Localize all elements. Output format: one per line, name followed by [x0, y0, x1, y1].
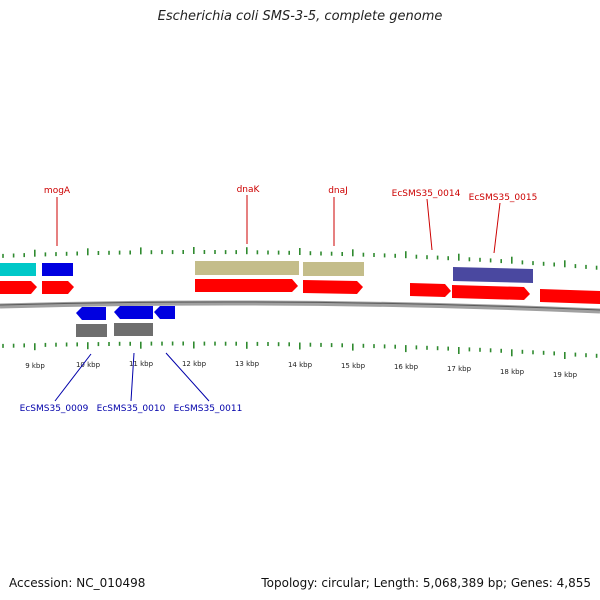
gene-label-EcSMS35_0009: EcSMS35_0009: [20, 404, 89, 414]
khaki-feature-dnaJ: [303, 262, 364, 276]
forward-gene-arrow: [540, 289, 600, 304]
kbp-label: 13 kbp: [235, 360, 260, 368]
genome-backbone: [0, 300, 600, 314]
leader-line: [54, 353, 92, 402]
blue-feature: [42, 263, 73, 276]
forward-gene-arrow: [452, 285, 530, 300]
bottom-gene-labels: EcSMS35_0009 EcSMS35_0010 EcSMS35_0011: [20, 352, 243, 414]
leader-line: [493, 202, 501, 254]
feature-track-upper: [0, 261, 533, 283]
gene-label-EcSMS35_0014: EcSMS35_0014: [392, 189, 461, 199]
kbp-label: 12 kbp: [182, 360, 207, 368]
kbp-label: 14 kbp: [288, 361, 313, 369]
top-gene-labels: mogA dnaK dnaJ EcSMS35_0014 EcSMS35_0015: [44, 185, 538, 254]
lower-tick-row: [2, 341, 598, 359]
forward-gene-arrow: [195, 279, 298, 292]
kbp-label: 9 kbp: [25, 362, 45, 370]
reverse-gene-arrow: [76, 307, 106, 320]
forward-gene-arrow: [42, 281, 74, 294]
gene-label-EcSMS35_0010: EcSMS35_0010: [97, 404, 166, 414]
gray-feature-track: [76, 323, 153, 337]
gray-feature: [114, 323, 153, 336]
gene-label-dnaK: dnaK: [237, 185, 261, 195]
kbp-label: 15 kbp: [341, 362, 366, 370]
genome-summary-text: Topology: circular; Length: 5,068,389 bp…: [261, 576, 591, 590]
accession-text: Accession: NC_010498: [9, 576, 146, 590]
gene-label-EcSMS35_0015: EcSMS35_0015: [469, 193, 538, 203]
kbp-label: 18 kbp: [500, 368, 525, 376]
upper-tick-row: [2, 247, 598, 270]
gene-label-dnaJ: dnaJ: [328, 186, 348, 196]
forward-gene-arrow: [410, 283, 451, 297]
khaki-feature-dnaK: [195, 261, 299, 275]
leader-line: [165, 352, 210, 402]
reverse-gene-arrow: [114, 306, 153, 319]
cyan-feature: [0, 263, 36, 276]
gene-label-mogA: mogA: [44, 186, 71, 196]
forward-gene-arrow: [0, 281, 37, 294]
kbp-label: 17 kbp: [447, 365, 472, 373]
genome-backbone-highlight: [0, 301, 600, 311]
kbp-label: 19 kbp: [553, 371, 578, 379]
kbp-label: 11 kbp: [129, 360, 154, 368]
leader-line: [426, 198, 433, 251]
kbp-label: 10 kbp: [76, 361, 101, 369]
forward-gene-arrow: [303, 280, 363, 294]
leader-line: [130, 352, 135, 402]
map-title: Escherichia coli SMS-3-5, complete genom…: [157, 9, 443, 24]
forward-gene-track: [0, 279, 600, 304]
purple-feature: [453, 267, 533, 283]
kbp-label: 16 kbp: [394, 363, 419, 371]
gray-feature: [76, 324, 107, 337]
reverse-gene-track: [76, 306, 175, 320]
gene-label-EcSMS35_0011: EcSMS35_0011: [174, 404, 243, 414]
reverse-gene-arrow: [154, 306, 175, 319]
kbp-scale-labels: 9 kbp 10 kbp 11 kbp 12 kbp 13 kbp 14 kbp…: [25, 360, 577, 379]
